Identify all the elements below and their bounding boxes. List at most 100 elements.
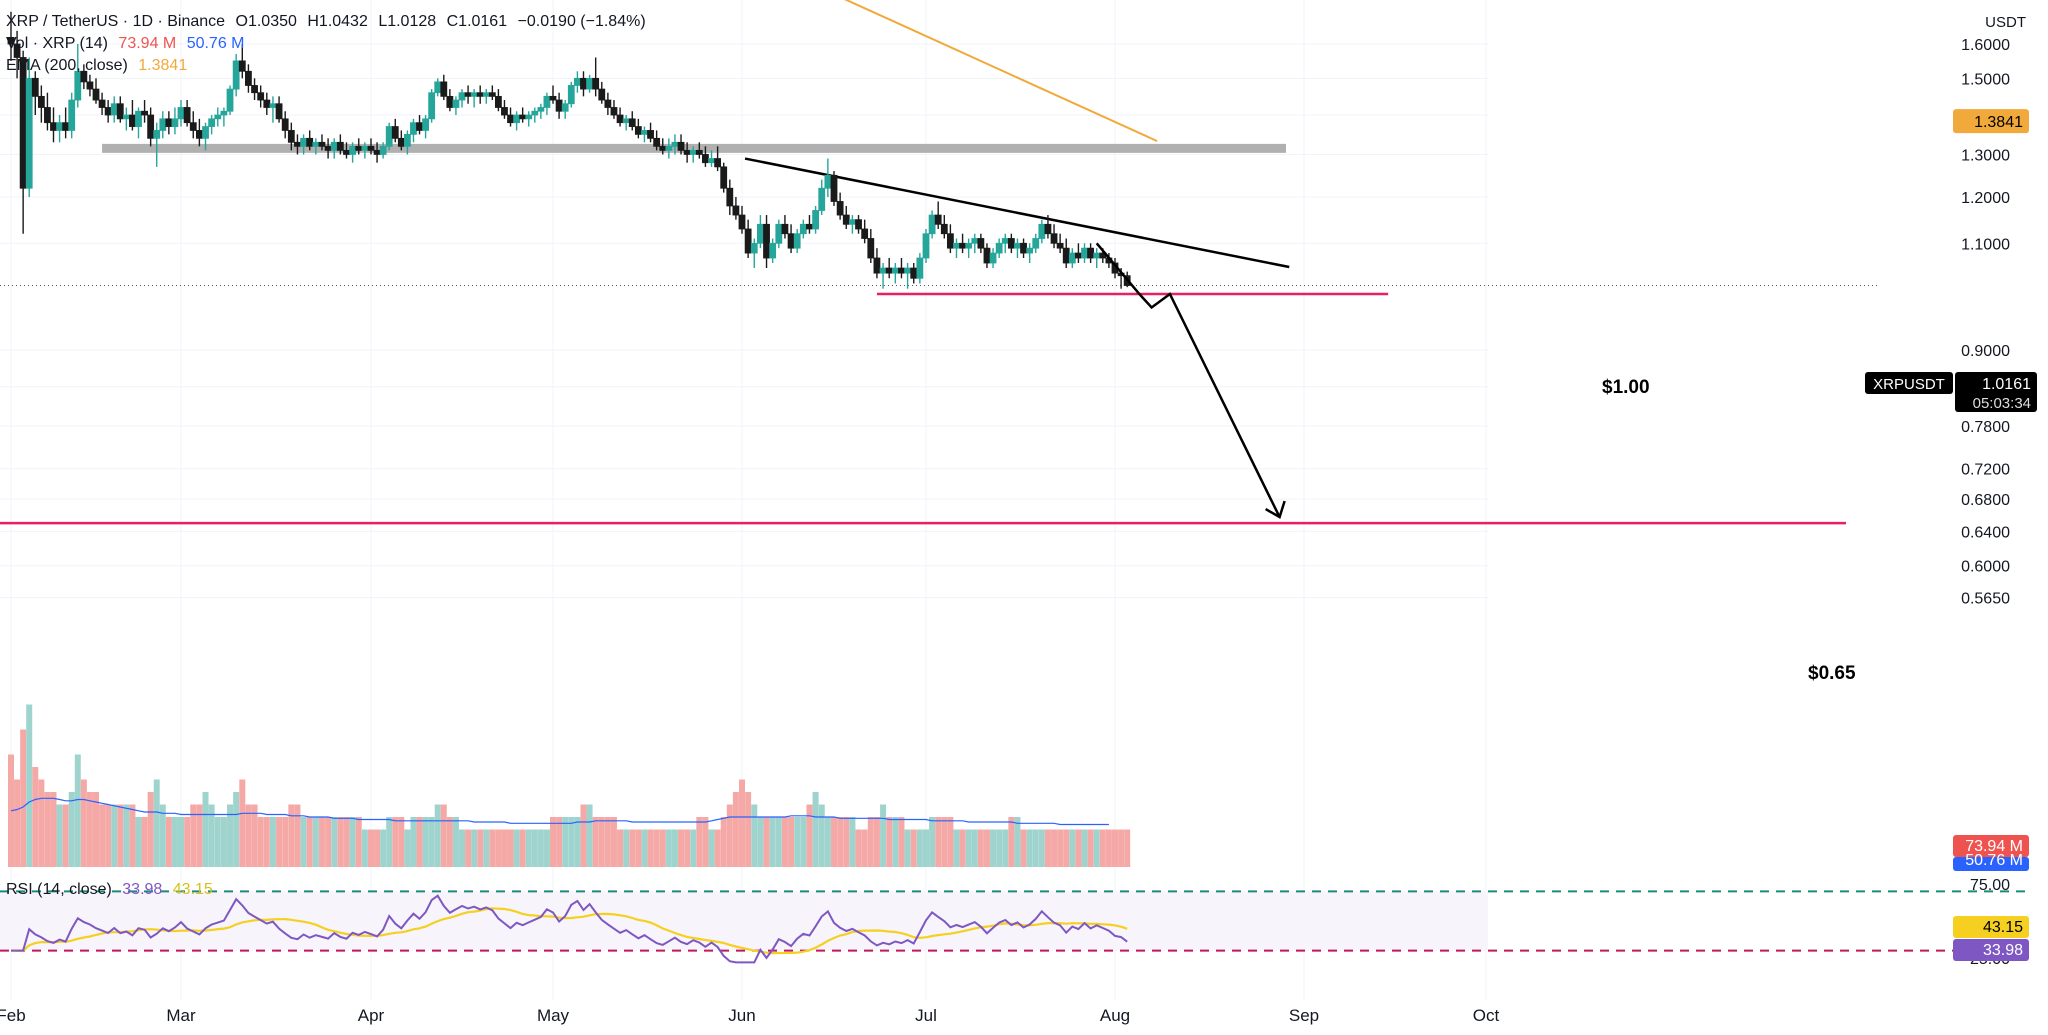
candle-body <box>476 92 484 97</box>
candle-body <box>586 77 593 90</box>
volume-bar <box>214 817 221 867</box>
candle-body <box>555 99 563 112</box>
volume-bar <box>1069 829 1076 867</box>
volume-bar <box>1112 829 1118 867</box>
countdown-badge: 05:03:34 <box>1973 395 2031 412</box>
candle-body <box>349 145 357 155</box>
volume-bar <box>355 817 362 867</box>
volume-bar <box>434 804 441 867</box>
candle-body <box>355 145 363 151</box>
candle-body <box>482 92 490 97</box>
volume-bar <box>824 817 831 867</box>
candle-body <box>37 95 45 108</box>
volume-bar <box>68 792 75 867</box>
candle-body <box>74 70 82 101</box>
volume-bar <box>831 817 837 867</box>
target-label: $0.65 <box>1808 663 1856 684</box>
volume-bar <box>257 817 264 867</box>
candle-body <box>910 267 918 279</box>
candle-body <box>7 36 15 45</box>
open-value: O1.0350 <box>235 13 297 30</box>
volume-bar <box>1124 829 1131 867</box>
candle-body <box>446 95 454 108</box>
volume-bar <box>629 829 636 867</box>
symbol-label[interactable]: XRP / TetherUS · 1D · Binance <box>6 13 226 30</box>
volume-bar <box>574 817 581 867</box>
currency-label[interactable]: USDT <box>1985 14 2026 31</box>
volume-bar <box>1105 829 1112 867</box>
volume-bar <box>702 817 709 867</box>
volume-bar <box>123 804 130 867</box>
candlesticks <box>7 11 1131 289</box>
volume-bar <box>623 829 630 867</box>
volume-bar <box>812 792 819 867</box>
volume-bar <box>843 817 850 867</box>
volume-bar <box>50 792 57 867</box>
candle-body <box>135 110 142 127</box>
candle-body <box>659 145 667 151</box>
candle-body <box>628 118 636 127</box>
rsi-badge-bg <box>1953 939 2029 961</box>
price-tick-label: 0.7800 <box>1961 419 2010 436</box>
volume-bar <box>208 804 215 867</box>
candle-body <box>726 187 734 207</box>
volume-bar <box>610 817 617 867</box>
volume-bar <box>202 792 209 867</box>
price-tick-label: 1.3000 <box>1961 147 2010 164</box>
candle-body <box>885 267 893 274</box>
volume-bar <box>129 804 136 867</box>
rsi-legend[interactable]: RSI (14, close) 33.98 43.15 <box>6 880 219 900</box>
volume-ma-badge: 50.76 M <box>1965 852 2023 869</box>
candle-body <box>1050 233 1058 244</box>
volume-bar <box>294 804 301 867</box>
ema-legend[interactable]: EMA (200, close) 1.3841 <box>6 56 193 76</box>
volume-bar <box>763 817 770 867</box>
price-tick-label: 0.6000 <box>1961 559 2010 576</box>
candle-body <box>367 145 375 151</box>
candle-body <box>1093 252 1101 259</box>
volume-bar <box>732 792 739 867</box>
volume-bar <box>14 779 21 867</box>
candle-body <box>879 267 887 274</box>
price-tick-label: 1.2000 <box>1961 190 2010 207</box>
volume-bar <box>368 829 374 867</box>
ema-price-badge: 1.3841 <box>1974 114 2023 131</box>
candle-body <box>98 99 106 108</box>
volume-bar <box>386 817 393 867</box>
volume-legend[interactable]: Vol · XRP (14) 73.94 M 50.76 M <box>6 34 251 54</box>
volume-bar <box>80 779 87 867</box>
volume-bar <box>550 817 556 867</box>
candle-body <box>104 107 112 116</box>
candle-body <box>373 149 381 155</box>
candle-body <box>1020 242 1027 254</box>
candle-body <box>744 228 752 254</box>
candle-body <box>928 214 936 235</box>
candle-body <box>1081 247 1088 259</box>
candle-body <box>232 60 240 90</box>
candle-body <box>732 205 740 216</box>
rsi-ma-badge-bg <box>1953 916 2029 938</box>
candle-body <box>312 141 320 147</box>
volume-bar <box>562 817 569 867</box>
candle-body <box>842 214 850 225</box>
candle-body <box>62 122 70 131</box>
candle-body <box>898 267 905 274</box>
volume-bar <box>513 829 520 867</box>
volume-bar <box>416 817 423 867</box>
candle-body <box>269 103 277 108</box>
candle-body <box>891 267 899 274</box>
price-tick-label: 0.9000 <box>1961 343 2010 360</box>
candle-body <box>159 118 167 131</box>
volume-bar <box>935 817 942 867</box>
volume-bar <box>74 754 81 867</box>
volume-bar <box>818 804 825 867</box>
volume-bar <box>153 779 160 867</box>
volume-bar <box>965 829 972 867</box>
volume-bar <box>953 829 960 867</box>
volume-bar <box>477 829 484 867</box>
volume-bar <box>757 817 764 867</box>
volume-bar <box>898 817 905 867</box>
candle-body <box>549 95 557 101</box>
candle-body <box>257 92 265 101</box>
